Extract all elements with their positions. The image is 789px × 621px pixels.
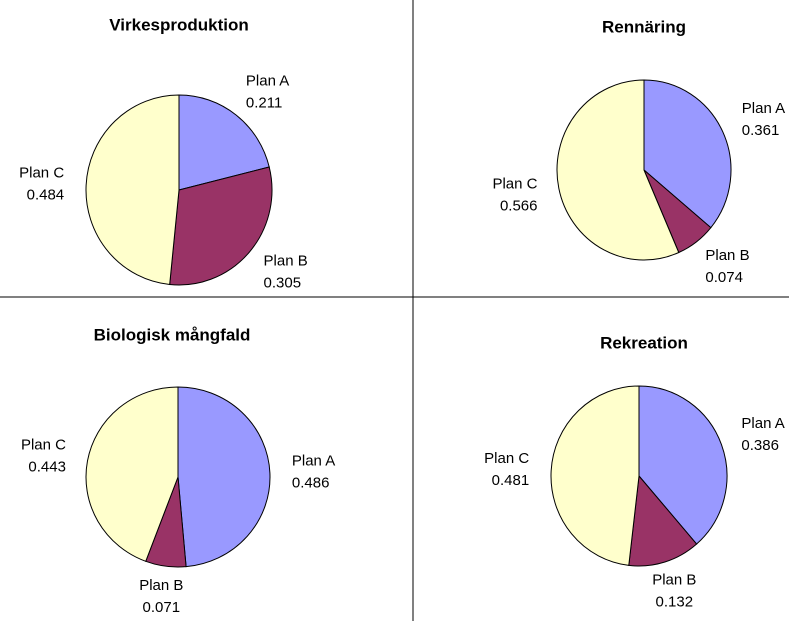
pie-slice (643, 79, 732, 229)
slice-value: 0.361 (742, 122, 780, 139)
slice-value: 0.486 (292, 475, 330, 492)
pie-slice (550, 385, 640, 566)
pie-slice (638, 385, 728, 545)
slice-value: 0.071 (143, 599, 181, 616)
slice-label: Plan B (264, 253, 308, 270)
slice-label: Plan C (484, 450, 529, 467)
slice-value: 0.386 (741, 437, 779, 454)
slice-value: 0.305 (264, 275, 302, 292)
slice-label: Plan A (741, 415, 784, 432)
slice-value: 0.132 (656, 594, 694, 611)
pie-slice (177, 386, 271, 568)
slice-value: 0.443 (28, 459, 66, 476)
chart-title: Rekreation (600, 333, 688, 352)
slice-value: 0.484 (27, 187, 65, 204)
slice-value: 0.566 (500, 197, 538, 214)
slice-label: Plan B (705, 247, 749, 264)
slice-label: Plan C (21, 437, 66, 454)
slice-label: Plan C (19, 165, 64, 182)
pie-slice (628, 474, 698, 567)
slice-label: Plan C (492, 175, 537, 192)
pie-slice (169, 166, 273, 286)
slice-label: Plan A (742, 100, 785, 117)
pie-slice (85, 386, 179, 562)
chart-title: Virkesproduktion (109, 15, 249, 34)
slice-value: 0.074 (705, 269, 743, 286)
slice-value: 0.211 (246, 94, 282, 111)
slice-label: Plan A (246, 72, 289, 89)
pie-slice (178, 94, 270, 191)
chart-title: Biologisk mångfald (94, 325, 251, 344)
chart-title: Rennäring (602, 17, 686, 36)
slice-label: Plan A (292, 453, 335, 470)
pie-slice (556, 79, 680, 261)
pie-slice (85, 94, 180, 286)
slice-label: Plan B (652, 572, 696, 589)
slice-label: Plan B (139, 577, 183, 594)
slice-value: 0.481 (492, 472, 530, 489)
